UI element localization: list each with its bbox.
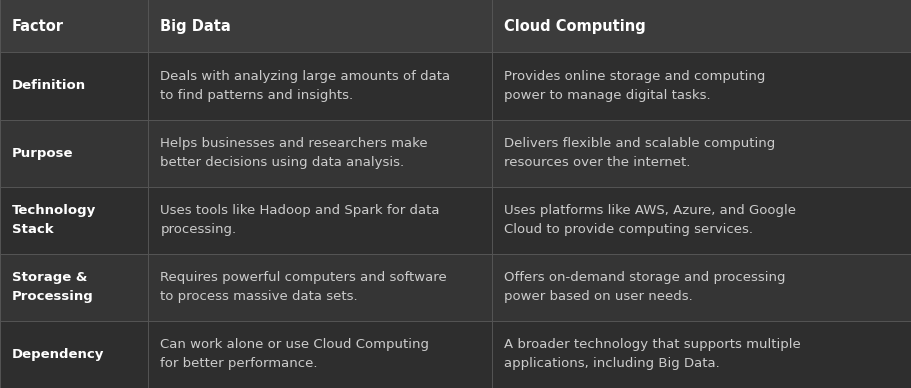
Bar <box>0 321 911 388</box>
Text: Dependency: Dependency <box>12 348 104 361</box>
Text: Factor: Factor <box>12 19 64 34</box>
Bar <box>0 254 911 321</box>
Text: Offers on-demand storage and processing
power based on user needs.: Offers on-demand storage and processing … <box>504 271 785 303</box>
Text: Definition: Definition <box>12 80 86 92</box>
Bar <box>0 120 911 187</box>
Text: A broader technology that supports multiple
applications, including Big Data.: A broader technology that supports multi… <box>504 338 801 371</box>
Text: Provides online storage and computing
power to manage digital tasks.: Provides online storage and computing po… <box>504 70 765 102</box>
Text: Helps businesses and researchers make
better decisions using data analysis.: Helps businesses and researchers make be… <box>160 137 428 169</box>
Text: Technology
Stack: Technology Stack <box>12 204 96 236</box>
Bar <box>0 187 911 254</box>
Text: Big Data: Big Data <box>160 19 231 34</box>
Text: Cloud Computing: Cloud Computing <box>504 19 646 34</box>
Bar <box>0 52 911 120</box>
Bar <box>0 0 911 52</box>
Text: Uses platforms like AWS, Azure, and Google
Cloud to provide computing services.: Uses platforms like AWS, Azure, and Goog… <box>504 204 796 236</box>
Text: Delivers flexible and scalable computing
resources over the internet.: Delivers flexible and scalable computing… <box>504 137 775 169</box>
Text: Uses tools like Hadoop and Spark for data
processing.: Uses tools like Hadoop and Spark for dat… <box>160 204 440 236</box>
Text: Storage &
Processing: Storage & Processing <box>12 271 94 303</box>
Text: Deals with analyzing large amounts of data
to find patterns and insights.: Deals with analyzing large amounts of da… <box>160 70 450 102</box>
Text: Can work alone or use Cloud Computing
for better performance.: Can work alone or use Cloud Computing fo… <box>160 338 429 371</box>
Text: Requires powerful computers and software
to process massive data sets.: Requires powerful computers and software… <box>160 271 447 303</box>
Text: Purpose: Purpose <box>12 147 74 159</box>
